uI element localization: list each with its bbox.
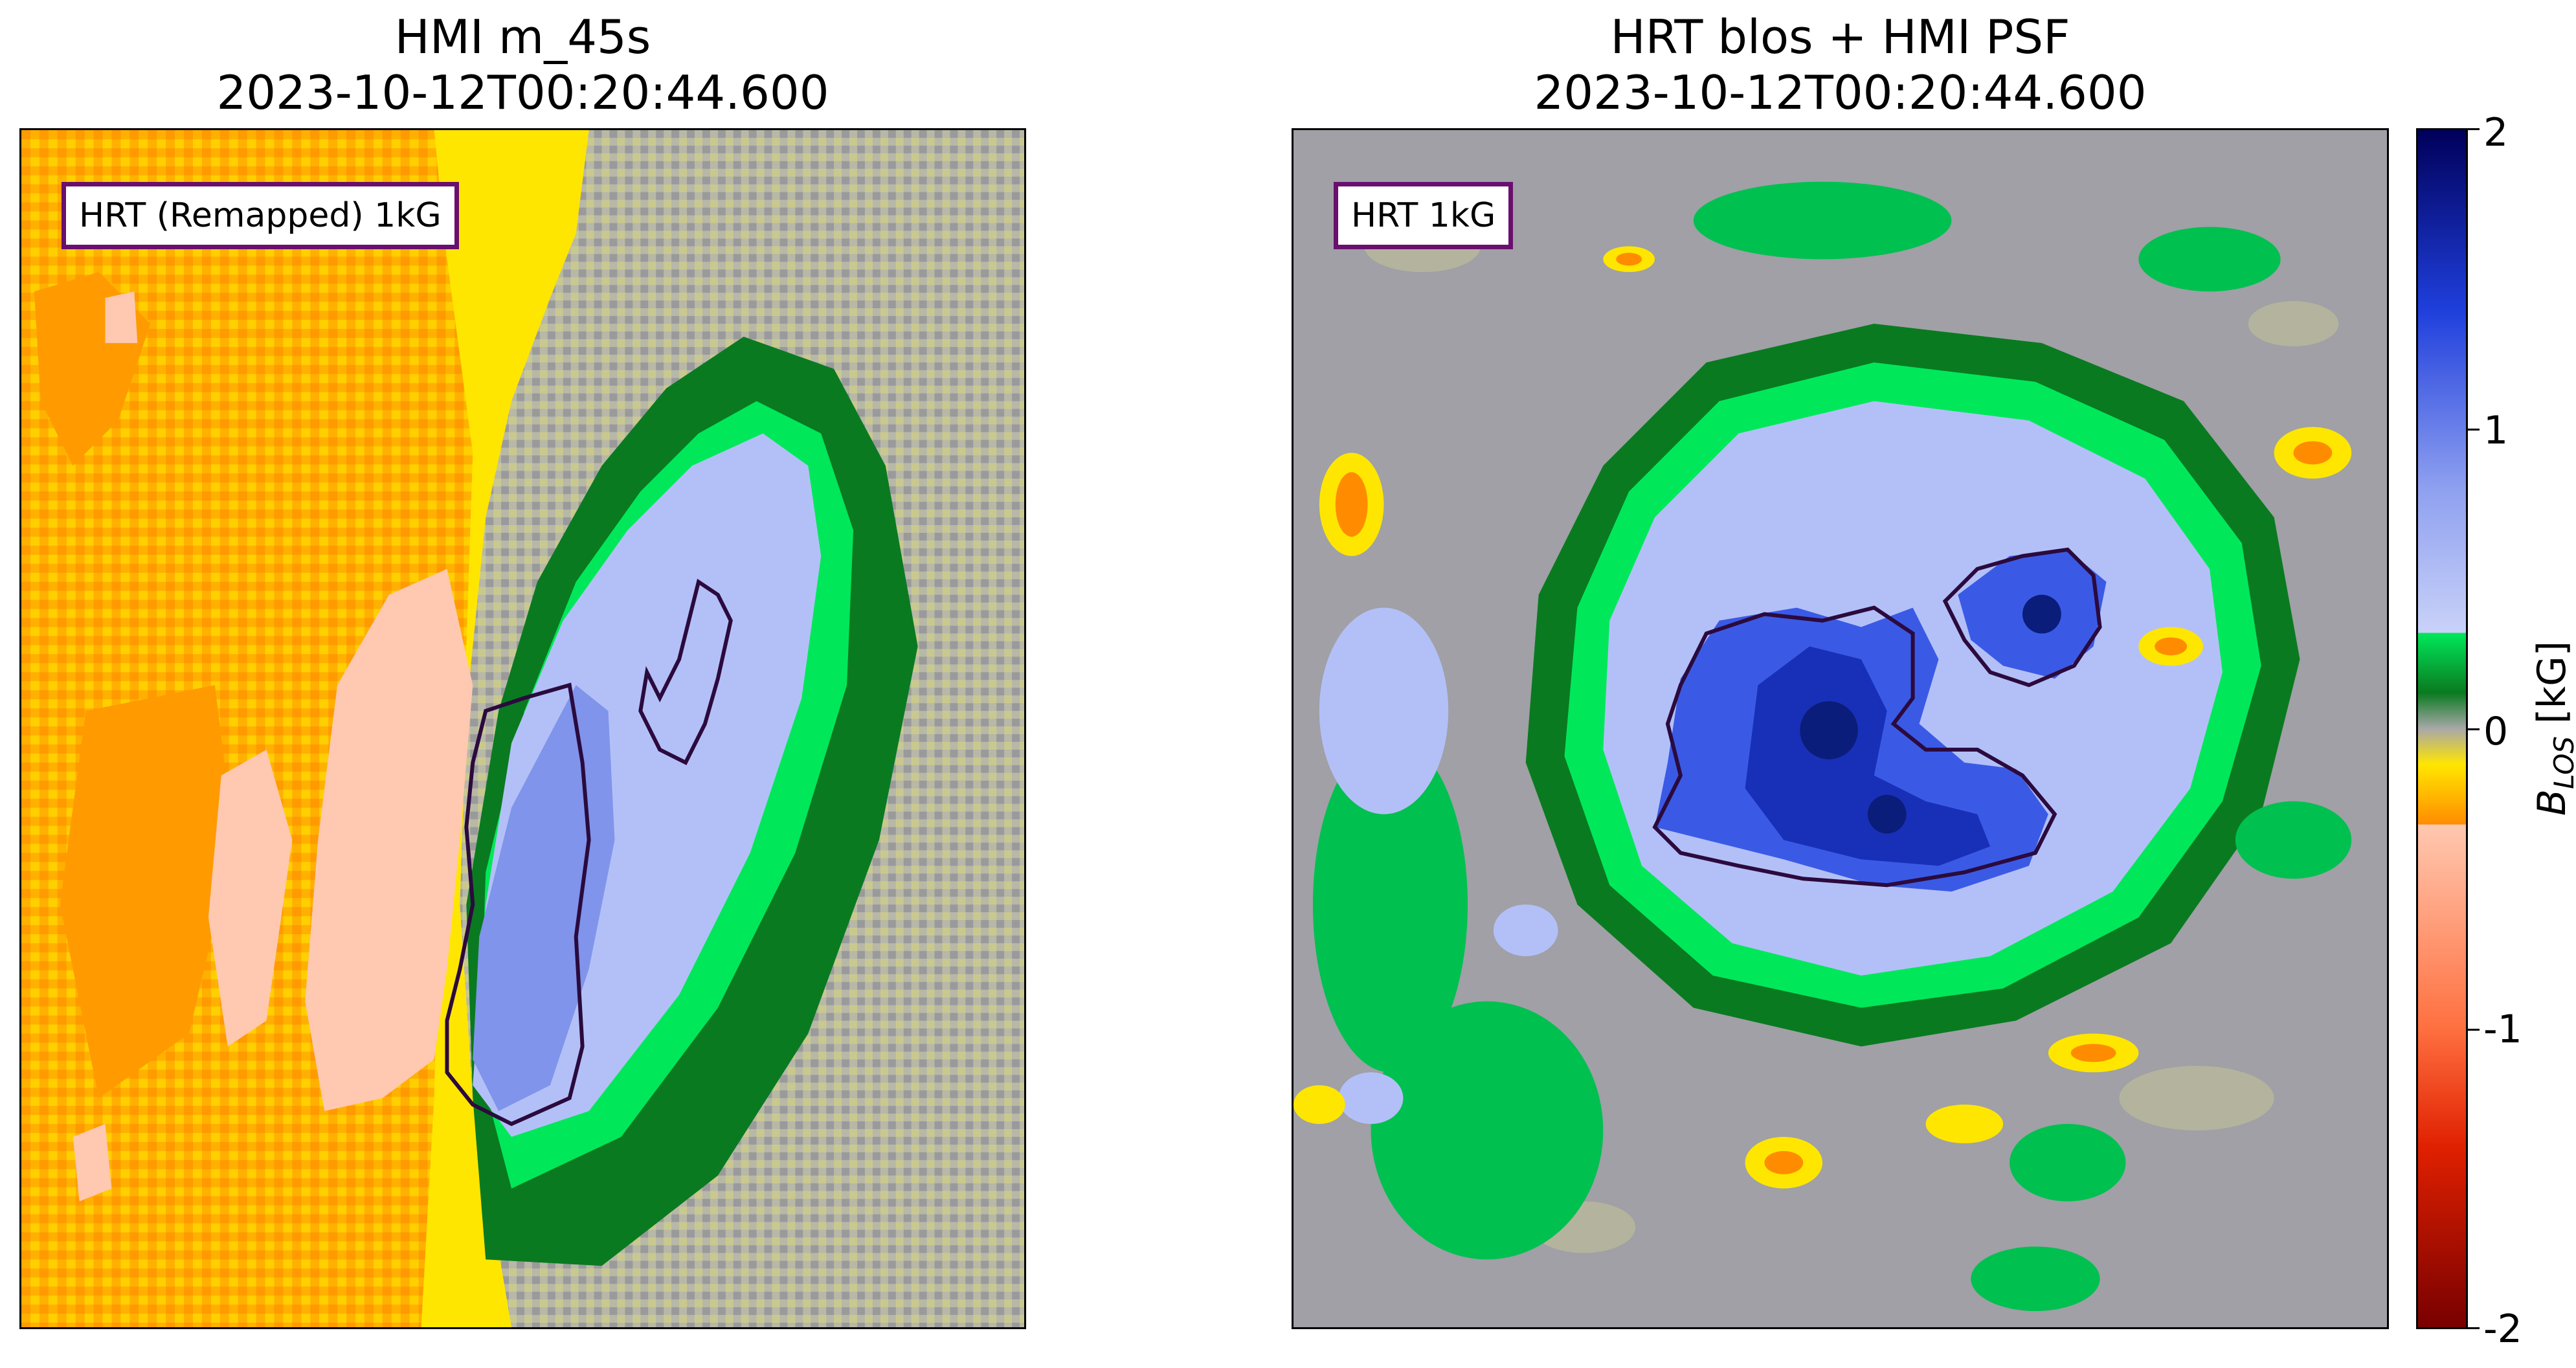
hmi-magnetogram-panel: HRT (Remapped) 1kG <box>19 128 1026 1329</box>
right-panel-title: HRT blos + HMI PSF 2023-10-12T00:20:44.6… <box>1292 9 2389 120</box>
colorbar-tick-label: 2 <box>2483 110 2509 155</box>
colorbar <box>2416 128 2468 1329</box>
colorbar-tick <box>2468 728 2480 730</box>
colorbar-tick-label: 0 <box>2483 709 2509 754</box>
hmi-magnetogram-image <box>21 130 1024 1327</box>
left-panel-label: HRT (Remapped) 1kG <box>62 182 459 249</box>
left-title-line1: HMI m_45s <box>394 10 651 64</box>
right-title-line1: HRT blos + HMI PSF <box>1610 10 2070 64</box>
colorbar-tick <box>2468 1327 2480 1329</box>
hrt-magnetogram-image <box>1294 130 2387 1327</box>
colorbar-tick-label: -2 <box>2483 1306 2522 1352</box>
colorbar-tick <box>2468 429 2480 431</box>
left-title-line2: 2023-10-12T00:20:44.600 <box>216 65 829 120</box>
colorbar-tick <box>2468 128 2480 130</box>
colorbar-tick-label: 1 <box>2483 408 2509 453</box>
right-title-line2: 2023-10-12T00:20:44.600 <box>1534 65 2147 120</box>
left-panel-title: HMI m_45s 2023-10-12T00:20:44.600 <box>19 9 1026 120</box>
hrt-magnetogram-panel: HRT 1kG <box>1292 128 2389 1329</box>
colorbar-tick <box>2468 1029 2480 1031</box>
colorbar-label: BLOS [kG] <box>2529 640 2576 816</box>
colorbar-gradient <box>2418 130 2466 1327</box>
right-panel-label: HRT 1kG <box>1334 182 1514 249</box>
colorbar-tick-label: -1 <box>2483 1007 2522 1052</box>
